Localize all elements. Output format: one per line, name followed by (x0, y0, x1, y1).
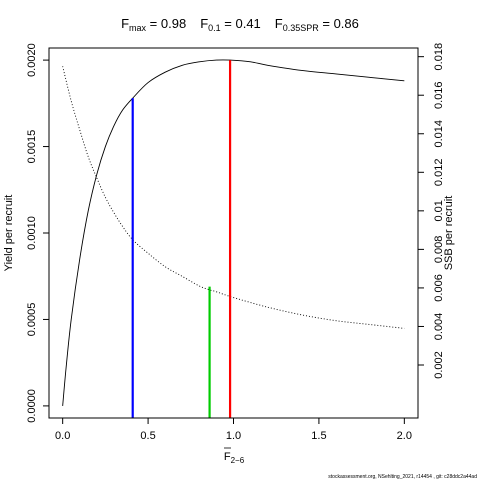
y-tick-label-right: 0.008 (433, 236, 445, 264)
x-tick-label: 2.0 (397, 430, 412, 442)
x-tick-label: 1.5 (311, 430, 326, 442)
y-tick-label-right: 0.002 (433, 351, 445, 379)
x-tick-label: 0.5 (140, 430, 155, 442)
title-f01-symbol: F (200, 16, 208, 31)
title-f035-symbol: F (275, 16, 283, 31)
footer-credit: stockassessment.org, NSehlting_2021, r14… (328, 474, 477, 480)
y-tick-label-left: 0.0015 (26, 130, 38, 164)
y-tick-label-right: 0.012 (433, 159, 445, 187)
title-f035-value: = 0.86 (319, 16, 359, 31)
x-axis-title: F2−6 (224, 451, 245, 465)
y-tick-label-right: 0.01 (433, 200, 445, 221)
y-axis-title-right: SSB per recruit (443, 196, 455, 271)
y-tick-label-left: 0.0005 (26, 303, 38, 337)
title-fmax-subscript: max (129, 23, 147, 33)
title-fmax-symbol: F (121, 16, 129, 31)
title-f01-value: = 0.41 (221, 16, 261, 31)
title-f035-subscript: 0.35SPR (283, 23, 320, 33)
y-tick-label-left: 0.0000 (26, 389, 38, 423)
chart-title: Fmax = 0.98 F0.1 = 0.41 F0.35SPR = 0.86 (121, 16, 359, 33)
y-tick-label-left: 0.0010 (26, 216, 38, 250)
series-line-ssb-per-recruit (62, 66, 405, 329)
y-tick-label-right: 0.004 (433, 313, 445, 341)
title-f01-subscript: 0.1 (208, 23, 221, 33)
plot-frame (48, 47, 419, 419)
x-tick-label: 1.0 (226, 430, 241, 442)
x-axis-title-symbol: F (224, 451, 231, 463)
title-fmax-value: = 0.98 (146, 16, 186, 31)
y-tick-label-right: 0.014 (433, 120, 445, 148)
y-tick-label-right: 0.016 (433, 81, 445, 109)
y-axis-title-left: Yield per recruit (3, 195, 15, 272)
x-tick-label: 0.0 (55, 430, 70, 442)
x-axis-title-subscript: 2−6 (231, 456, 245, 465)
y-tick-label-right: 0.018 (433, 43, 445, 71)
y-tick-label-left: 0.0020 (26, 43, 38, 77)
y-tick-label-right: 0.006 (433, 274, 445, 302)
series-line-yield-per-recruit (62, 59, 405, 406)
